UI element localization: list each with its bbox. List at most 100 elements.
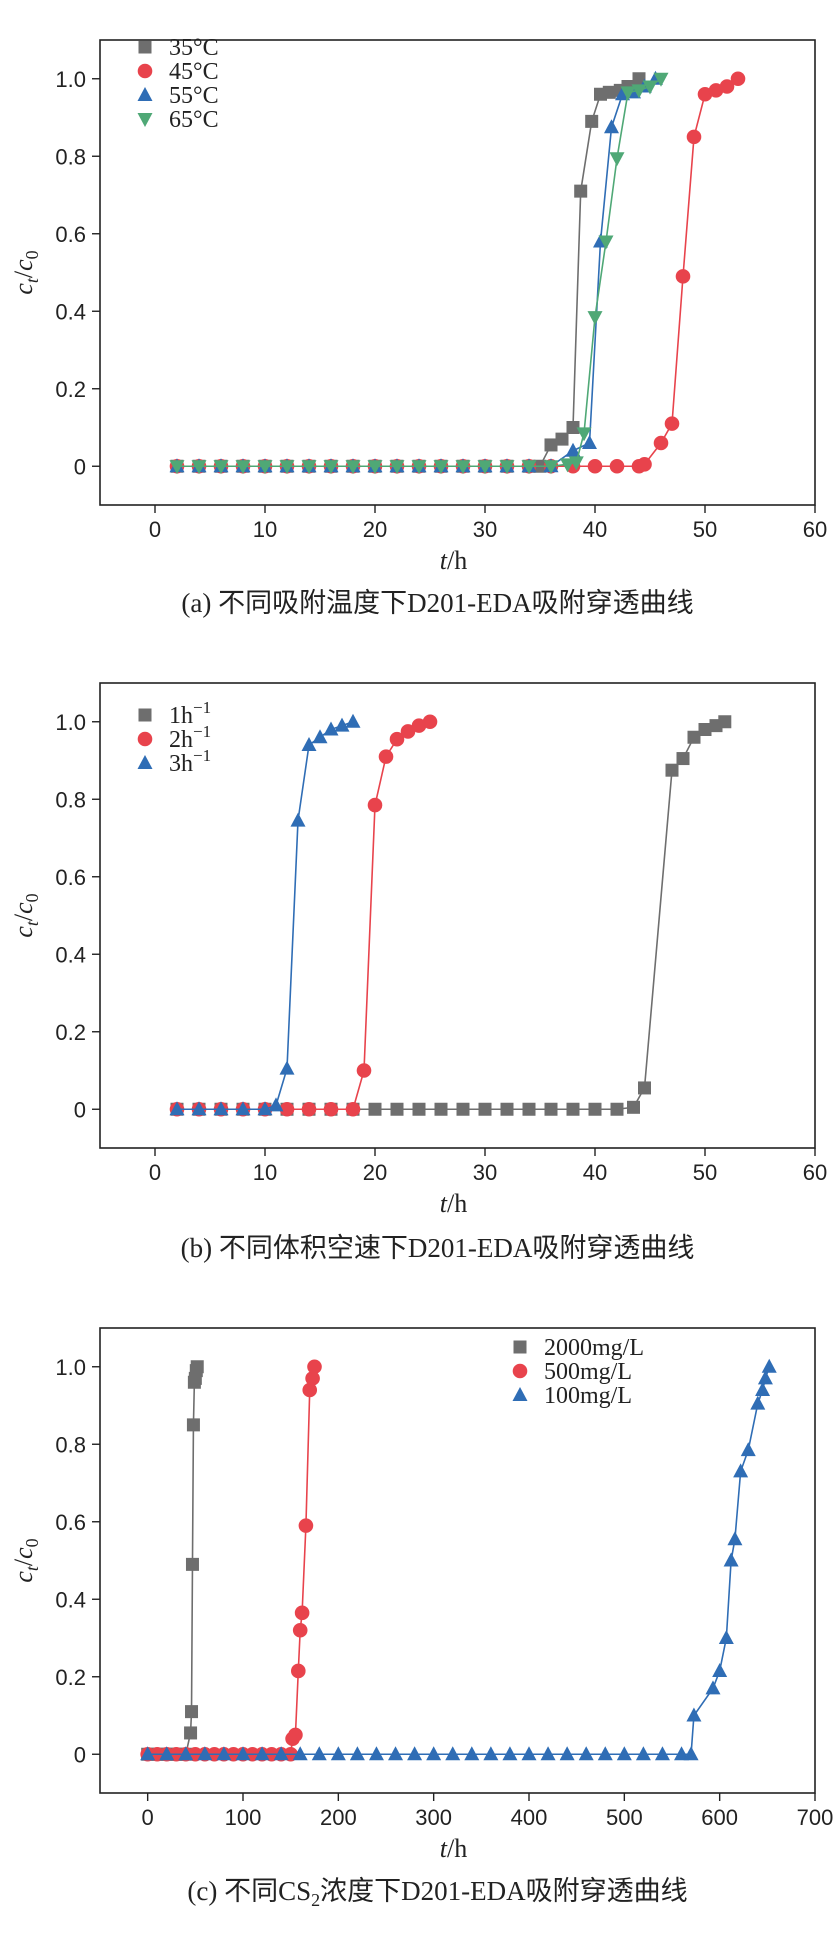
legend-marker	[138, 40, 152, 54]
data-point	[483, 1746, 499, 1761]
y-tick-label: 0.8	[55, 1432, 86, 1457]
y-tick-label: 0.6	[55, 222, 86, 247]
data-point	[213, 460, 229, 475]
x-tick-label: 0	[142, 1805, 154, 1830]
data-point	[235, 1746, 251, 1761]
data-point	[665, 763, 679, 777]
x-tick-label: 700	[797, 1805, 834, 1830]
x-axis-title: t/h	[440, 546, 467, 575]
data-point	[292, 1746, 308, 1761]
legend-marker	[137, 63, 153, 79]
x-tick-label: 0	[149, 1160, 161, 1185]
x-tick-label: 60	[803, 517, 827, 542]
data-point	[254, 1746, 270, 1761]
data-point	[565, 442, 581, 457]
data-point	[257, 1101, 273, 1116]
data-point	[323, 460, 339, 475]
data-point	[588, 1102, 602, 1116]
data-point	[674, 1746, 690, 1761]
series-3	[169, 72, 669, 475]
data-point	[566, 421, 580, 434]
data-point	[610, 1102, 624, 1116]
y-tick-label: 0	[74, 1097, 86, 1122]
breakthrough-chart-concentration: 0 100 200 300 400 500 600 700 0 0.2 0.4 0.6 0.8 1.0 ct…	[9, 1327, 834, 1910]
series-line	[177, 78, 656, 468]
data-point	[555, 432, 569, 446]
y-tick-label: 0.4	[55, 1587, 86, 1612]
data-point	[620, 86, 636, 101]
data-point	[292, 1622, 308, 1638]
data-point	[568, 456, 584, 471]
data-point	[389, 460, 405, 475]
data-point	[389, 731, 405, 747]
data-point	[560, 458, 575, 473]
data-point	[367, 797, 383, 813]
data-point	[723, 1552, 739, 1567]
data-point	[368, 1102, 382, 1116]
data-point	[609, 458, 625, 474]
data-point	[257, 460, 273, 475]
plot-frame	[99, 682, 816, 1149]
data-point	[191, 1101, 207, 1116]
legend: 1h−12h−13h−1	[137, 698, 211, 777]
data-point	[213, 1101, 229, 1116]
data-point	[755, 1382, 771, 1396]
data-point	[185, 1557, 199, 1571]
data-point	[500, 1102, 514, 1116]
y-tick-label: 0	[74, 1742, 86, 1767]
data-point	[345, 1101, 361, 1117]
data-point	[521, 1746, 537, 1761]
data-point	[477, 460, 493, 475]
data-point	[422, 714, 438, 730]
data-point	[191, 460, 207, 475]
legend-marker	[137, 755, 153, 769]
data-point	[683, 1746, 699, 1761]
data-point	[750, 1395, 766, 1410]
series-2	[169, 713, 361, 1116]
data-point	[585, 114, 599, 128]
series-line	[147, 1366, 316, 1756]
legend-label: 45°C	[169, 59, 219, 85]
data-point	[708, 83, 724, 98]
series-line	[177, 720, 354, 1111]
data-point	[185, 1705, 199, 1719]
legend-marker	[137, 87, 153, 101]
data-point	[698, 723, 712, 736]
series-2	[140, 1358, 777, 1761]
x-tick-label: 40	[583, 1160, 607, 1185]
data-point	[159, 1746, 175, 1761]
data-point	[302, 1382, 318, 1398]
data-point	[478, 1102, 492, 1116]
series-2	[169, 70, 663, 473]
data-point	[642, 80, 658, 95]
data-point	[522, 1102, 536, 1116]
data-point	[686, 1707, 702, 1722]
legend-label: 3h−1	[169, 746, 211, 777]
y-tick-label: 1.0	[55, 67, 86, 92]
data-point	[566, 1102, 580, 1116]
y-axis-title: ct/c0	[9, 893, 42, 937]
data-point	[543, 460, 559, 475]
plot-frame	[99, 39, 816, 506]
data-point	[733, 1463, 749, 1478]
x-tick-label: 30	[473, 517, 497, 542]
chart-panel-b: 0 10 20 30 40 50 60 0 0.2 0.4 0.6 0.8 1.0 ct/c0 t/h 1h−…	[0, 645, 835, 1285]
data-point	[635, 1746, 651, 1761]
x-tick-label: 600	[701, 1805, 738, 1830]
legend-marker	[137, 731, 153, 747]
data-point	[345, 460, 361, 475]
data-point	[279, 460, 295, 475]
data-point	[456, 1102, 470, 1116]
x-tick-label: 500	[606, 1805, 643, 1830]
x-tick-label: 400	[511, 1805, 548, 1830]
data-point	[279, 1101, 295, 1117]
legend-label: 500mg/L	[544, 1359, 632, 1385]
y-tick-label: 1.0	[55, 710, 86, 735]
y-tick-label: 0.2	[55, 1020, 86, 1045]
x-tick-label: 50	[693, 517, 717, 542]
y-tick-label: 0.2	[55, 1665, 86, 1690]
data-point	[334, 717, 350, 732]
data-point	[356, 1063, 372, 1078]
legend-label: 2000mg/L	[544, 1335, 644, 1361]
